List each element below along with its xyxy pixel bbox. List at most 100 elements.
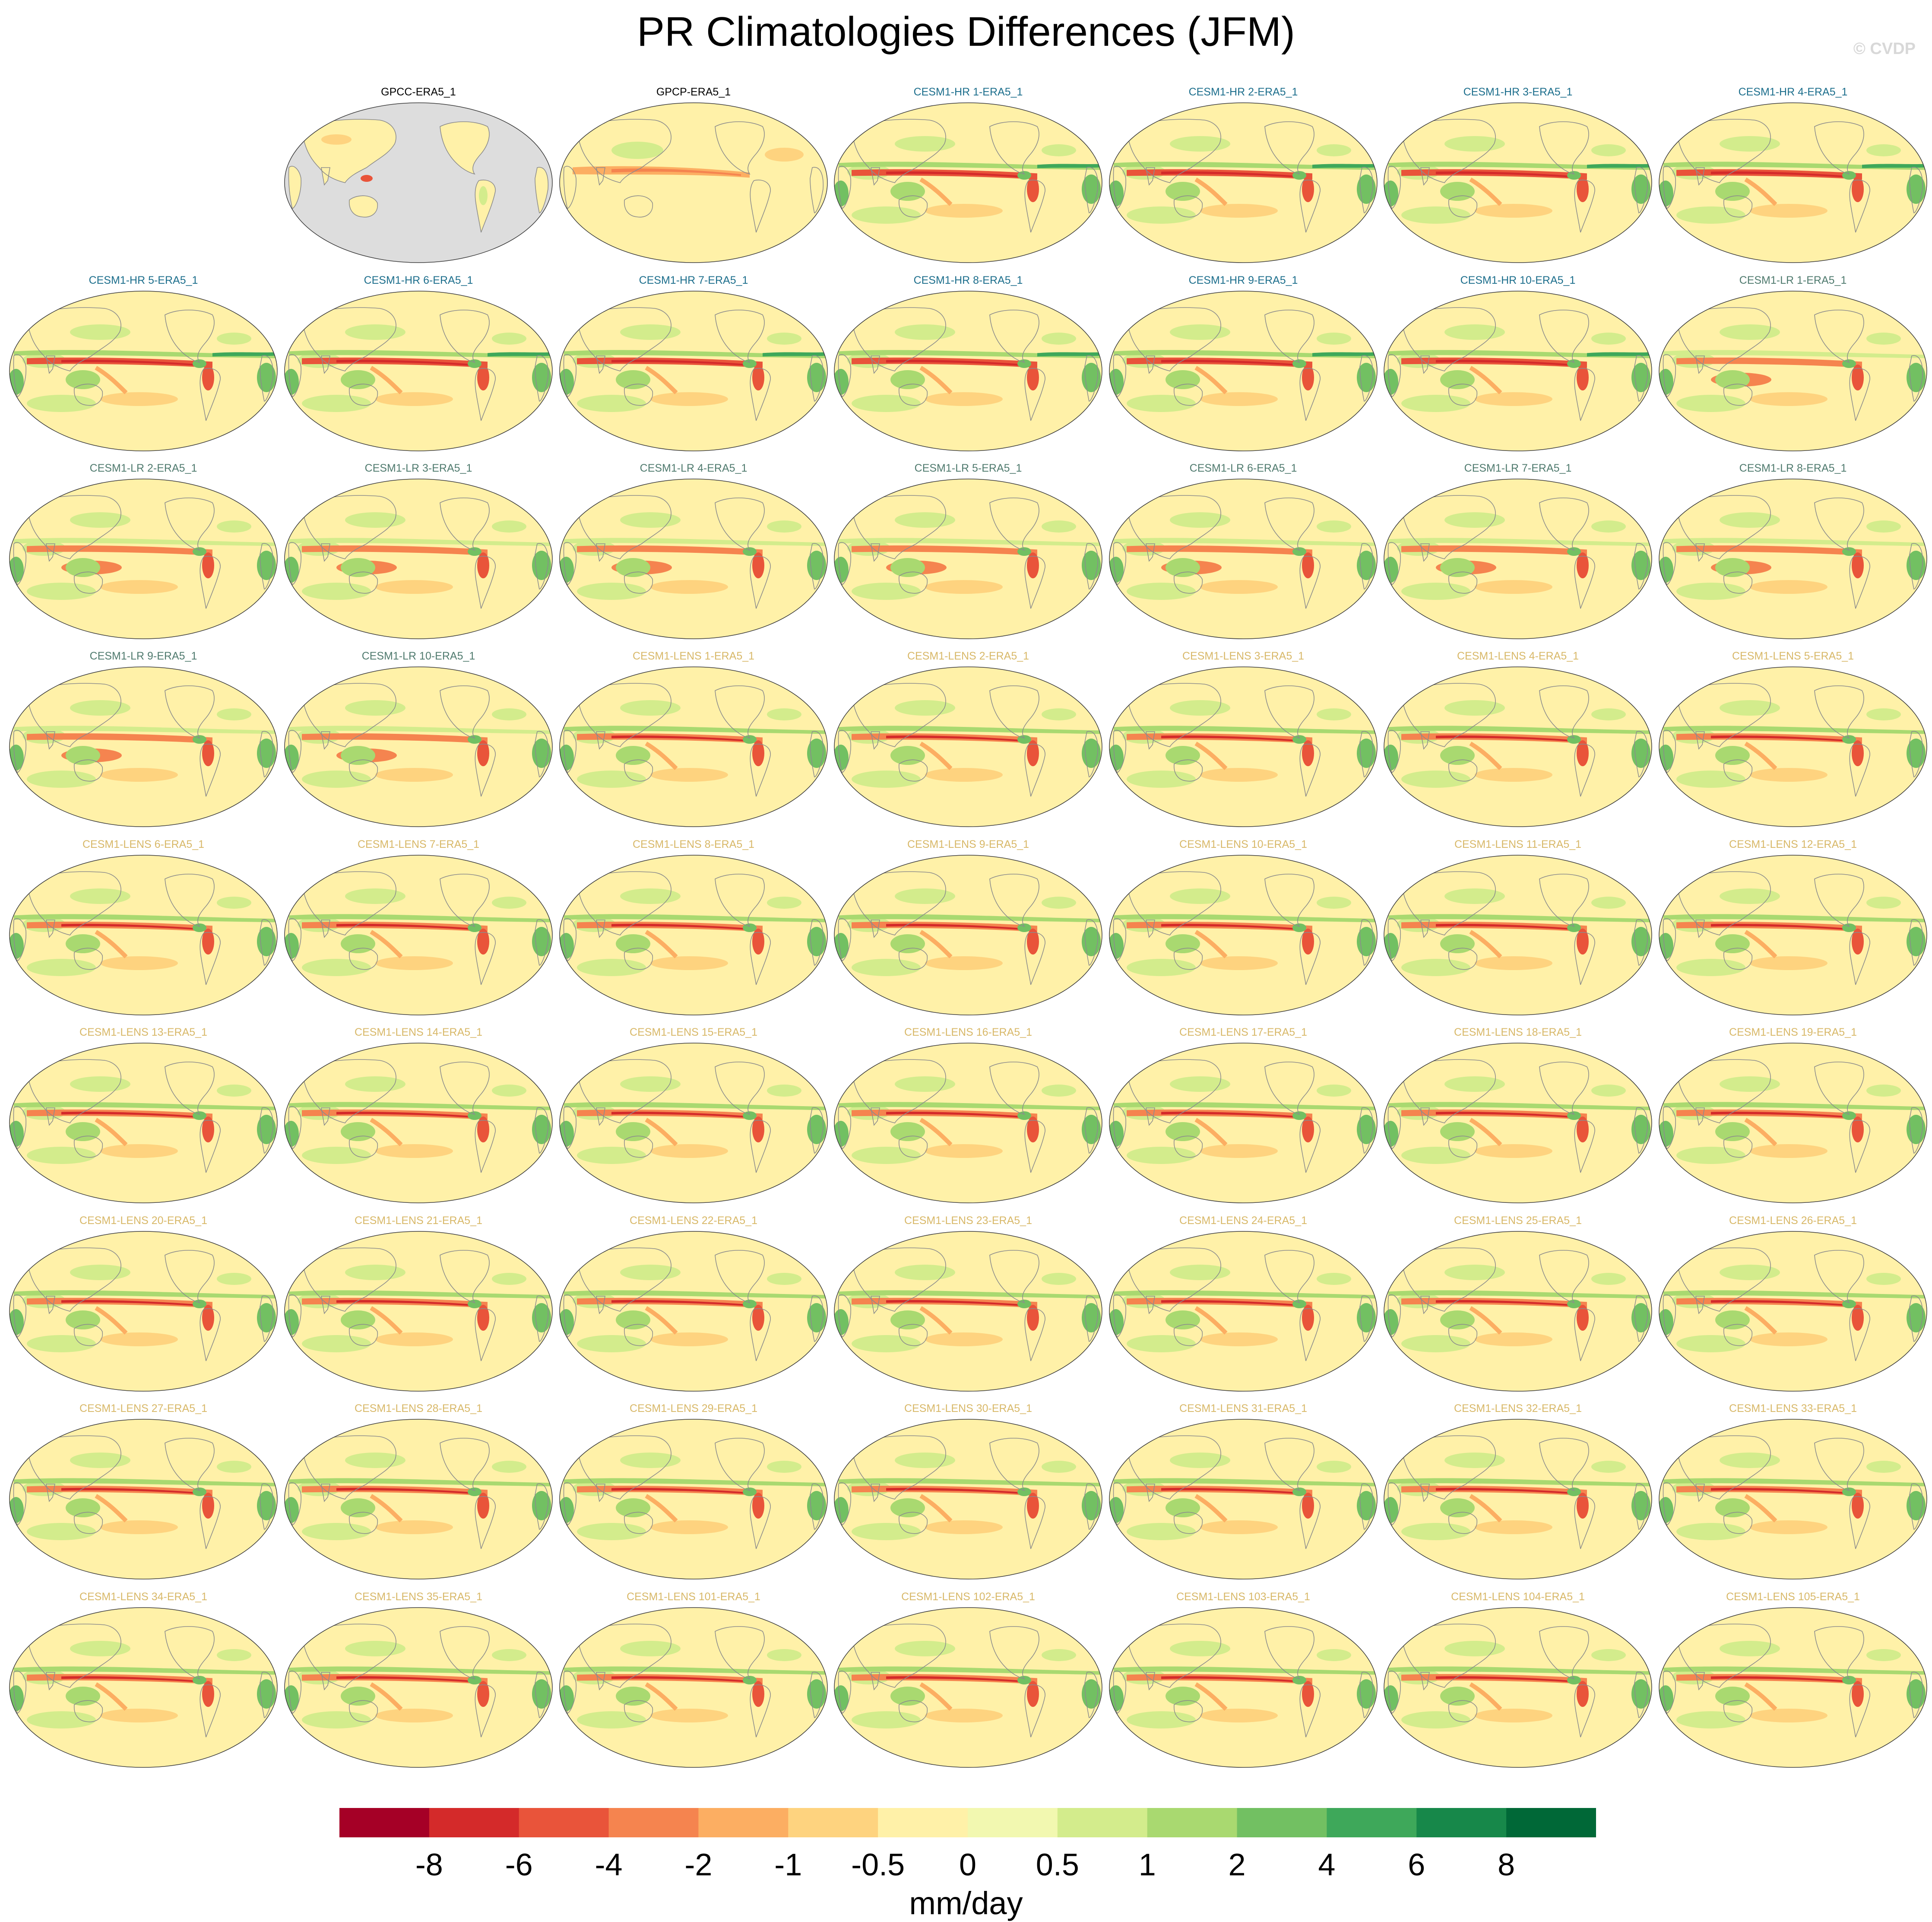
north-pacific-anomaly <box>70 1265 130 1280</box>
spcz-anomaly <box>370 1494 403 1522</box>
australia-outline <box>1448 1135 1478 1158</box>
map-border <box>1384 666 1652 827</box>
africa-west-outline <box>1663 166 1676 209</box>
asia-outline <box>301 307 396 371</box>
south-america-outline <box>1574 1496 1595 1549</box>
asia-outline <box>301 683 396 747</box>
maritime-anomaly <box>890 558 925 577</box>
map-border <box>1659 1231 1927 1392</box>
africa-west-outline <box>288 1671 301 1714</box>
map-panel: CESM1-HR 9-ERA5_1 <box>1106 273 1381 454</box>
itcz-south-core <box>1161 1487 1299 1494</box>
asia-outline <box>26 683 121 747</box>
maritime-anomaly <box>1166 1310 1200 1329</box>
andes-anomaly <box>1852 1681 1864 1707</box>
andes-anomaly <box>1852 1116 1864 1142</box>
colorbar-swatch <box>1147 1808 1238 1837</box>
map-panel: CESM1-LENS 2-ERA5_1 <box>831 649 1105 830</box>
spcz-anomaly <box>1194 930 1228 958</box>
itcz-north-band <box>14 1290 277 1299</box>
map-border <box>834 1419 1102 1579</box>
south-america-outline <box>1299 932 1321 985</box>
south-indian-anomaly <box>1127 1711 1196 1729</box>
map-border <box>559 1607 828 1768</box>
spcz-anomaly <box>1744 1494 1777 1522</box>
itcz-south-core <box>1161 547 1299 554</box>
india-outline <box>46 1484 55 1502</box>
colorbar-swatch <box>1416 1808 1507 1837</box>
maritime-anomaly <box>66 1687 100 1706</box>
maritime-anomaly <box>890 370 925 389</box>
background-fill <box>834 1419 1102 1579</box>
south-america-outline <box>1849 180 1870 233</box>
andes-anomaly <box>1577 929 1589 955</box>
south-america-outline <box>1574 744 1595 797</box>
asia-outline <box>26 307 121 371</box>
asia-outline <box>1126 1435 1221 1500</box>
south-indian-anomaly <box>1127 395 1196 412</box>
itcz-north-band <box>839 162 1102 170</box>
india-outline <box>1695 1672 1705 1690</box>
background-fill <box>285 1043 552 1203</box>
map-panel: CESM1-LR 6-ERA5_1 <box>1106 461 1381 642</box>
africa-west-outline <box>563 918 576 962</box>
background-fill <box>560 103 827 263</box>
map-plot <box>556 476 831 642</box>
itcz-north-band <box>564 1666 827 1675</box>
itcz-north-band <box>1114 350 1377 358</box>
south-pacific-anomaly <box>375 1709 453 1722</box>
background-fill <box>285 291 552 451</box>
panel-title: CESM1-LENS 34-ERA5_1 <box>79 1591 207 1603</box>
maritime-anomaly <box>341 1310 375 1329</box>
south-america-outline <box>1574 556 1595 609</box>
map-border <box>559 291 828 451</box>
asia-outline <box>576 1624 671 1688</box>
colorbar-swatch <box>339 1808 430 1837</box>
background-fill <box>10 1419 277 1579</box>
andes-anomaly <box>1577 176 1589 202</box>
africa-west-outline <box>563 542 576 586</box>
itcz-north-band <box>1114 726 1377 734</box>
africa-west-outline <box>288 354 301 398</box>
andes-anomaly <box>1852 1305 1864 1331</box>
background-fill <box>1109 1419 1377 1579</box>
north-america-outline <box>715 1062 765 1115</box>
south-pacific-anomaly <box>1200 956 1278 970</box>
background-fill <box>1659 1419 1927 1579</box>
australia-outline <box>899 571 928 594</box>
itcz-south-core <box>61 735 200 742</box>
south-pacific-anomaly <box>925 768 1003 782</box>
india-outline <box>1146 1107 1155 1126</box>
spcz-anomaly <box>1469 1682 1502 1711</box>
india-outline <box>46 543 55 562</box>
india-outline <box>1146 731 1155 750</box>
australia-outline <box>899 1135 928 1158</box>
africa-outline <box>810 355 824 402</box>
map-border <box>284 102 553 263</box>
andes-anomaly <box>752 552 764 578</box>
panel-title: CESM1-LENS 5-ERA5_1 <box>1732 650 1854 662</box>
panel-title: CESM1-LENS 23-ERA5_1 <box>904 1215 1032 1227</box>
australia-outline <box>1448 1700 1478 1722</box>
india-outline <box>321 1672 330 1690</box>
panel-title: CESM1-LR 8-ERA5_1 <box>1739 462 1847 474</box>
south-pacific-anomaly <box>925 392 1003 406</box>
colorbar-tick-label: -1 <box>774 1848 802 1882</box>
africa-outline <box>1359 167 1374 213</box>
panel-title: CESM1-LENS 105-ERA5_1 <box>1726 1591 1860 1603</box>
map-border <box>284 855 553 1015</box>
andes-anomaly <box>1577 1493 1589 1519</box>
itcz-south-core <box>611 735 750 742</box>
south-indian-anomaly <box>27 771 96 788</box>
north-pacific-anomaly <box>70 1641 130 1656</box>
andes-anomaly <box>1577 1116 1589 1142</box>
india-outline <box>1146 920 1155 938</box>
south-america-outline <box>1574 1684 1595 1738</box>
south-pacific-anomaly <box>1200 768 1278 782</box>
maritime-anomaly <box>616 934 650 953</box>
panel-title: CESM1-LENS 12-ERA5_1 <box>1729 838 1857 850</box>
north-pacific-anomaly <box>620 1076 681 1092</box>
africa-west-outline <box>1663 1671 1676 1714</box>
north-america-outline <box>1264 1438 1314 1491</box>
south-america-outline <box>1299 1684 1321 1738</box>
